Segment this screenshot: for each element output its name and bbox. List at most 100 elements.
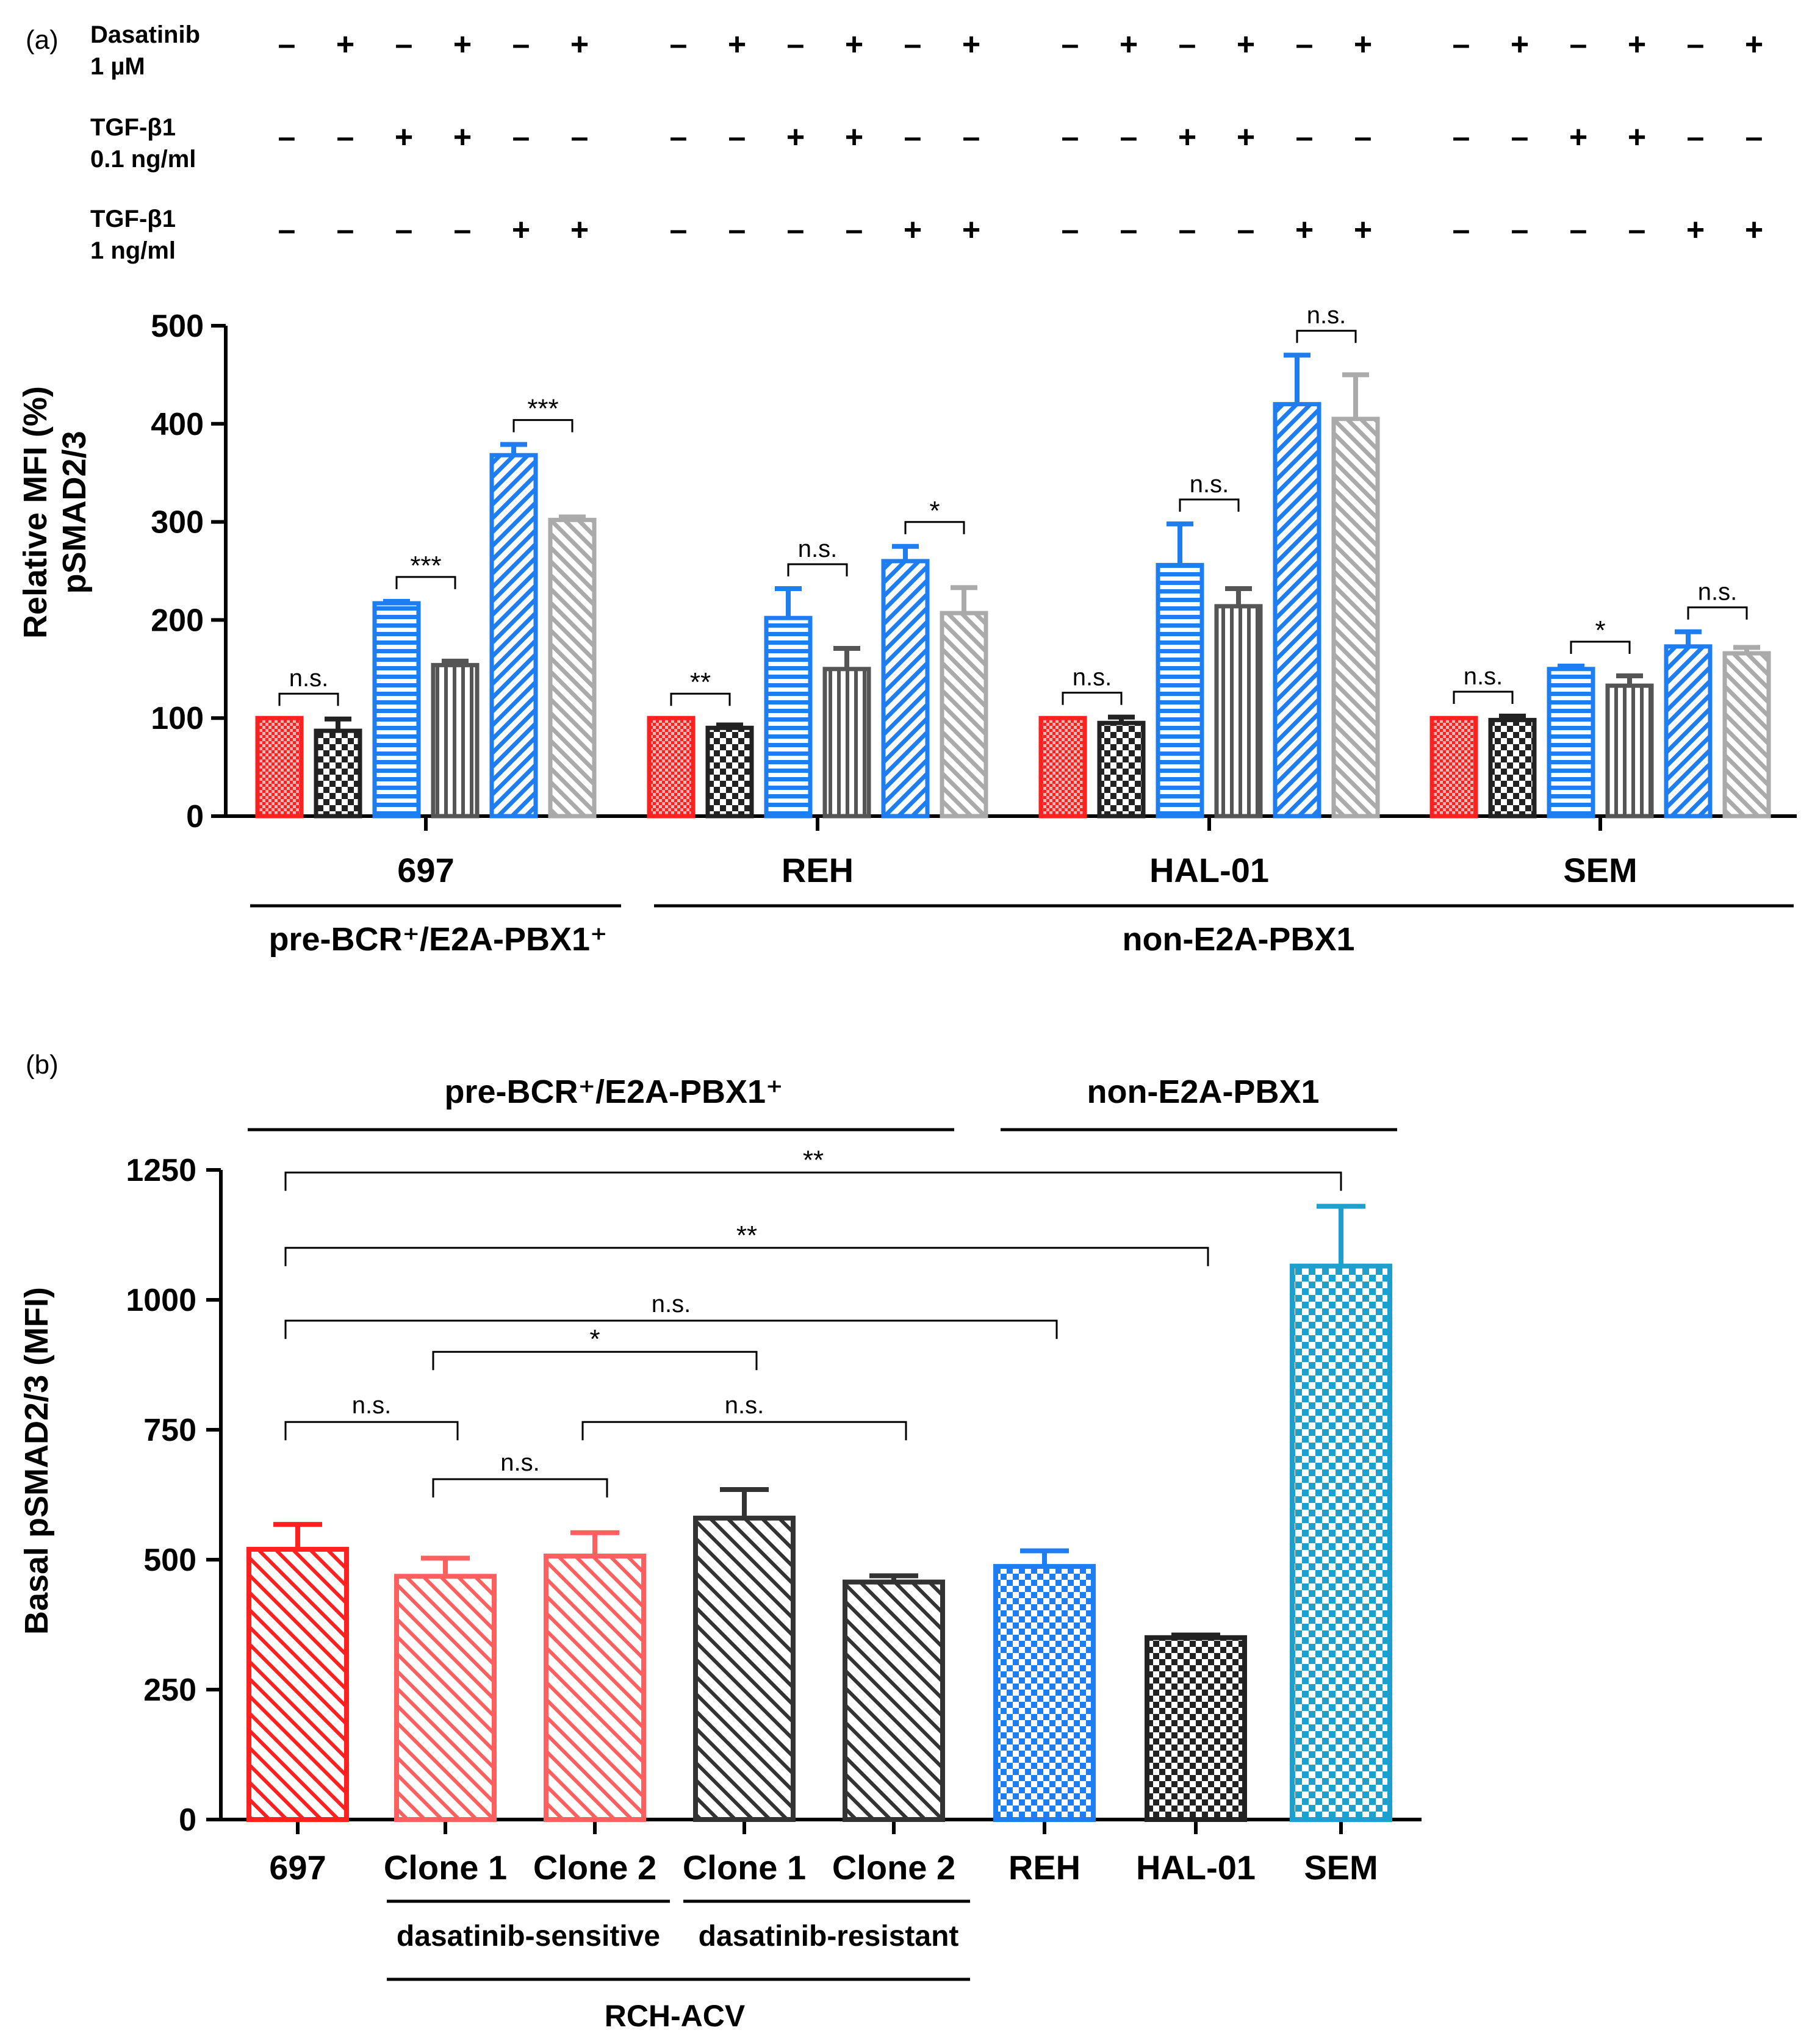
treatment-sign: + <box>453 27 472 62</box>
bar <box>255 715 304 819</box>
treatment-labels: Dasatinib 1 µM TGF-β1 0.1 ng/ml TGF-β1 1… <box>90 21 200 264</box>
panel-a-label: (a) <box>26 25 59 55</box>
treatment-sign: + <box>1354 212 1372 248</box>
significance-bracket <box>1687 606 1748 620</box>
treatment-sign: – <box>1120 120 1138 155</box>
x-tick-label: 697 <box>397 851 454 889</box>
bar <box>246 1546 349 1822</box>
bar <box>1273 402 1321 819</box>
significance-bracket <box>1062 692 1123 705</box>
bar <box>394 1574 497 1822</box>
treatment-sign: – <box>512 27 530 62</box>
y-tick-label: 0 <box>186 799 204 834</box>
treatment-sign: – <box>728 120 746 155</box>
significance-bracket <box>1570 640 1631 654</box>
label-dasatinib-sensitive: dasatinib-sensitive <box>397 1920 660 1953</box>
significance-bracket <box>1296 329 1357 343</box>
treatment-sign: – <box>787 27 805 62</box>
treatment-sign: – <box>787 212 805 248</box>
x-tick-label: Clone 2 <box>832 1848 955 1887</box>
panel-b-y-label: Basal pSMAD2/3 (MFI) <box>18 1287 55 1635</box>
y-tick-label: 250 <box>143 1673 196 1708</box>
significance-label: n.s. <box>652 1291 691 1318</box>
bar <box>843 1579 945 1822</box>
bar <box>1547 667 1595 819</box>
bar <box>1156 562 1204 819</box>
y-tick-label: 500 <box>143 1543 196 1578</box>
treatment-sign: + <box>570 27 589 62</box>
treatment-sign: + <box>1686 212 1705 248</box>
treatment-sign: – <box>1570 212 1587 248</box>
x-tick-label: Clone 2 <box>533 1848 656 1887</box>
significance-bracket <box>432 1478 608 1497</box>
treatment-sign: – <box>1628 212 1646 248</box>
treatment-3-label-line1: TGF-β1 <box>90 206 176 232</box>
bar <box>940 611 988 819</box>
treatment-sign: – <box>670 27 688 62</box>
significance-bracket <box>284 1247 1209 1266</box>
significance-bracket <box>284 1421 459 1441</box>
panel-a: (a) Dasatinib 1 µM TGF-β1 0.1 ng/ml TGF-… <box>17 21 1797 958</box>
y-tick-label: 0 <box>179 1802 196 1838</box>
x-tick-label: 697 <box>269 1848 326 1887</box>
significance-label: n.s. <box>1307 302 1346 329</box>
treatment-sign: – <box>1687 27 1705 62</box>
significance-bracket <box>904 521 965 534</box>
treatment-sign: – <box>395 212 413 248</box>
significance-bracket <box>284 1171 1342 1191</box>
panel-a-y-label-line2: pSMAD2/3 <box>56 431 93 593</box>
treatment-3-label-line2: 1 ng/ml <box>90 237 176 264</box>
bar <box>431 662 480 819</box>
significance-label: n.s. <box>1464 663 1503 690</box>
treatment-sign: – <box>1062 120 1079 155</box>
bar <box>693 1515 796 1823</box>
treatment-sign: – <box>1062 212 1079 248</box>
bar <box>489 453 538 819</box>
treatment-sign: + <box>1745 27 1763 62</box>
treatment-sign: + <box>395 120 413 155</box>
bar <box>1722 651 1771 819</box>
label-dasatinib-resistant: dasatinib-resistant <box>699 1920 959 1953</box>
panel-a-group-non-e2a: non-E2A-PBX1 <box>1122 921 1354 958</box>
panel-a-y-label-line1: Relative MFI (%) <box>17 386 54 639</box>
significance-bracket <box>432 1350 758 1371</box>
x-tick-label: REH <box>782 851 854 889</box>
treatment-sign: + <box>1569 120 1587 155</box>
treatment-sign: + <box>904 212 922 248</box>
y-tick-label: 100 <box>151 701 204 736</box>
treatment-sign: – <box>904 27 922 62</box>
treatment-1-label-line1: Dasatinib <box>90 21 200 48</box>
treatment-sign: – <box>1296 27 1314 62</box>
significance-label: *** <box>410 551 441 581</box>
treatment-sign: – <box>337 120 354 155</box>
significance-bracket <box>278 692 339 706</box>
significance-label: n.s. <box>500 1449 539 1476</box>
bar <box>764 615 813 819</box>
treatment-sign: – <box>278 212 296 248</box>
treatment-2-label-line2: 0.1 ng/ml <box>90 146 196 173</box>
treatment-sign: + <box>962 212 980 248</box>
bar <box>1331 417 1380 819</box>
bar <box>1145 1635 1247 1823</box>
bar <box>372 601 421 819</box>
bar <box>1664 644 1713 819</box>
y-tick-label: 200 <box>151 603 204 638</box>
treatment-sign: – <box>1511 120 1529 155</box>
treatment-sign: – <box>571 120 589 155</box>
treatment-sign: + <box>336 27 354 62</box>
treatment-1-label-line2: 1 µM <box>90 53 145 80</box>
x-tick-label: SEM <box>1563 851 1637 889</box>
treatment-sign: + <box>1628 27 1646 62</box>
panel-b-significance: ** ** n.s. * n.s. n.s. n.s. <box>284 1145 1342 1497</box>
significance-label: * <box>929 496 940 526</box>
y-tick-label: 400 <box>151 407 204 442</box>
bar <box>544 1554 646 1822</box>
treatment-sign: – <box>1453 27 1470 62</box>
bar <box>1290 1263 1392 1823</box>
treatment-sign: – <box>728 212 746 248</box>
treatment-sign: + <box>728 27 746 62</box>
significance-bracket <box>670 692 731 706</box>
panel-a-significance: n.s.********n.s.*n.s.n.s.n.s.n.s.*n.s. <box>278 302 1748 706</box>
treatment-sign: – <box>1237 212 1255 248</box>
bar <box>1214 604 1263 819</box>
